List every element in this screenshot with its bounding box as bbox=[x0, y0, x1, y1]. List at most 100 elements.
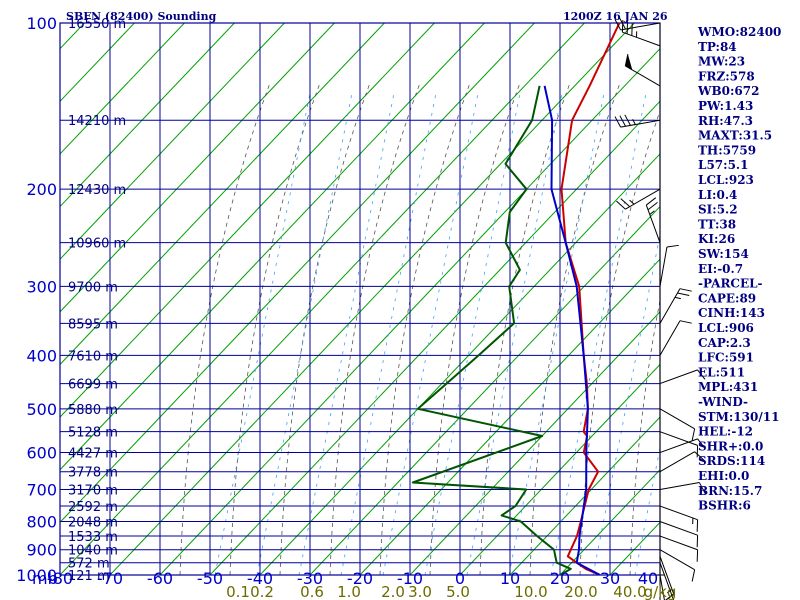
wind-barb-flag bbox=[614, 116, 622, 128]
mixing-ratio-line bbox=[466, 92, 563, 575]
mixing-ratio-line bbox=[550, 92, 647, 575]
isotherm-line bbox=[60, 23, 435, 418]
temperature-tick-label: 20 bbox=[550, 569, 570, 588]
index-entry: CINH:143 bbox=[698, 306, 765, 320]
index-entry: LI:0.4 bbox=[698, 188, 737, 202]
isotherm-line bbox=[60, 23, 585, 575]
isotherm-line bbox=[559, 469, 660, 575]
index-entry: MPL:431 bbox=[698, 380, 758, 394]
index-entry: MAXT:31.5 bbox=[698, 129, 772, 143]
height-label: 572 m bbox=[68, 557, 110, 572]
isotherm-line bbox=[259, 153, 660, 575]
index-entry: L57:5.1 bbox=[698, 158, 748, 172]
wind-barb bbox=[659, 505, 698, 521]
wind-barb-flag bbox=[665, 593, 674, 600]
wind-barb-flag bbox=[698, 482, 706, 494]
wind-barb-half-flag bbox=[666, 588, 673, 594]
mixing-ratio-line bbox=[424, 92, 521, 575]
wind-barb-flag bbox=[691, 569, 696, 582]
index-entry: SRDS:114 bbox=[698, 454, 765, 468]
wind-barb bbox=[659, 320, 681, 356]
station-title: SBFN (82400) Sounding bbox=[66, 10, 217, 23]
wind-barb bbox=[659, 562, 675, 600]
mixing-ratio-line bbox=[382, 92, 479, 575]
index-entry: SHR+:0.0 bbox=[698, 439, 763, 453]
moist-adiabat-line bbox=[429, 82, 521, 575]
temperature-tick-label: -50 bbox=[197, 569, 223, 588]
height-label: 12430 m bbox=[68, 183, 126, 198]
wind-barb-flag bbox=[646, 197, 657, 206]
mixing-ratio-label: g/kg bbox=[644, 583, 677, 600]
height-label: 2048 m bbox=[68, 516, 118, 531]
temperature-tick-label: -40 bbox=[247, 569, 273, 588]
wind-barb-flag bbox=[666, 244, 679, 248]
index-entry: -WIND- bbox=[698, 395, 748, 409]
isotherm-line bbox=[60, 23, 285, 260]
index-entry: EL:511 bbox=[698, 365, 745, 379]
mixing-ratio-label: 3.0 bbox=[408, 583, 432, 600]
index-entry: BRN:15.7 bbox=[698, 484, 762, 498]
wind-barb-flag bbox=[616, 200, 626, 210]
temperature-tick-label: -20 bbox=[347, 569, 373, 588]
wind-barb bbox=[645, 204, 661, 243]
pressure-tick-label: 800 bbox=[26, 513, 57, 532]
mixing-ratio-line bbox=[214, 92, 311, 575]
wind-barb-flag bbox=[691, 428, 696, 441]
wind-barb-flag bbox=[697, 438, 706, 449]
temperature-tick-label: 30 bbox=[600, 569, 620, 588]
moist-adiabat-line bbox=[179, 82, 271, 575]
wind-barb bbox=[659, 438, 698, 454]
isotherm-line bbox=[60, 23, 185, 155]
moist-adiabat-line bbox=[479, 82, 571, 575]
parcel-profile bbox=[543, 85, 601, 575]
isotherm-line bbox=[159, 47, 660, 575]
valid-time: 1200Z 16 JAN 26 bbox=[563, 10, 668, 23]
mixing-ratio-label: 0.2 bbox=[250, 583, 274, 600]
height-label: 3170 m bbox=[68, 483, 118, 498]
index-entry: -PARCEL- bbox=[698, 277, 763, 291]
wind-barb-column bbox=[614, 18, 706, 600]
height-label: 6699 m bbox=[68, 378, 118, 393]
pressure-tick-label: 200 bbox=[26, 180, 57, 199]
temperature-profile bbox=[560, 23, 621, 575]
mixing-ratio-label: 0.6 bbox=[300, 583, 324, 600]
wind-barb-flag bbox=[614, 19, 622, 31]
pressure-unit-label: mb bbox=[32, 569, 58, 588]
index-entry: TP:84 bbox=[698, 40, 737, 54]
mixing-ratio-line bbox=[256, 92, 353, 575]
mixing-ratio-label: 1.0 bbox=[337, 583, 361, 600]
isotherm-line bbox=[60, 23, 335, 313]
height-label: 5880 m bbox=[68, 403, 118, 418]
wind-barb-half-flag bbox=[629, 199, 635, 205]
sounding-profiles bbox=[411, 23, 621, 575]
height-label: 9700 m bbox=[68, 280, 118, 295]
wind-barb bbox=[659, 288, 681, 324]
height-label: 7610 m bbox=[68, 349, 118, 364]
temperature-tick-label: -80 bbox=[47, 569, 73, 588]
index-entry: LCL:906 bbox=[698, 321, 754, 335]
pressure-tick-label: 500 bbox=[26, 400, 57, 419]
grid-lines bbox=[59, 22, 661, 576]
temperature-tick-label: -30 bbox=[297, 569, 323, 588]
wind-barb bbox=[659, 451, 695, 473]
pressure-tick-label: 900 bbox=[26, 541, 57, 560]
index-entry: MW:23 bbox=[698, 55, 745, 69]
index-entry: TH:5759 bbox=[698, 143, 756, 157]
moist-adiabat-line bbox=[329, 82, 421, 575]
mixing-ratio-line bbox=[340, 92, 437, 575]
mixing-ratio-line bbox=[508, 92, 605, 575]
mixing-ratio-label: 0.1 bbox=[226, 583, 250, 600]
mixing-ratio-line bbox=[592, 232, 660, 575]
temperature-tick-label: -70 bbox=[97, 569, 123, 588]
wind-barb-flag bbox=[624, 114, 631, 126]
isotherm-line bbox=[509, 416, 660, 575]
index-entry: BSHR:6 bbox=[698, 499, 751, 513]
index-entry: EHI:0.0 bbox=[698, 469, 749, 483]
isotherm-line bbox=[309, 205, 660, 575]
index-entry: WMO:82400 bbox=[697, 25, 781, 39]
wind-barb bbox=[659, 549, 695, 571]
pressure-tick-label: 1000 bbox=[16, 566, 57, 585]
height-label: 5128 m bbox=[68, 426, 118, 441]
isotherm-line bbox=[60, 23, 535, 524]
